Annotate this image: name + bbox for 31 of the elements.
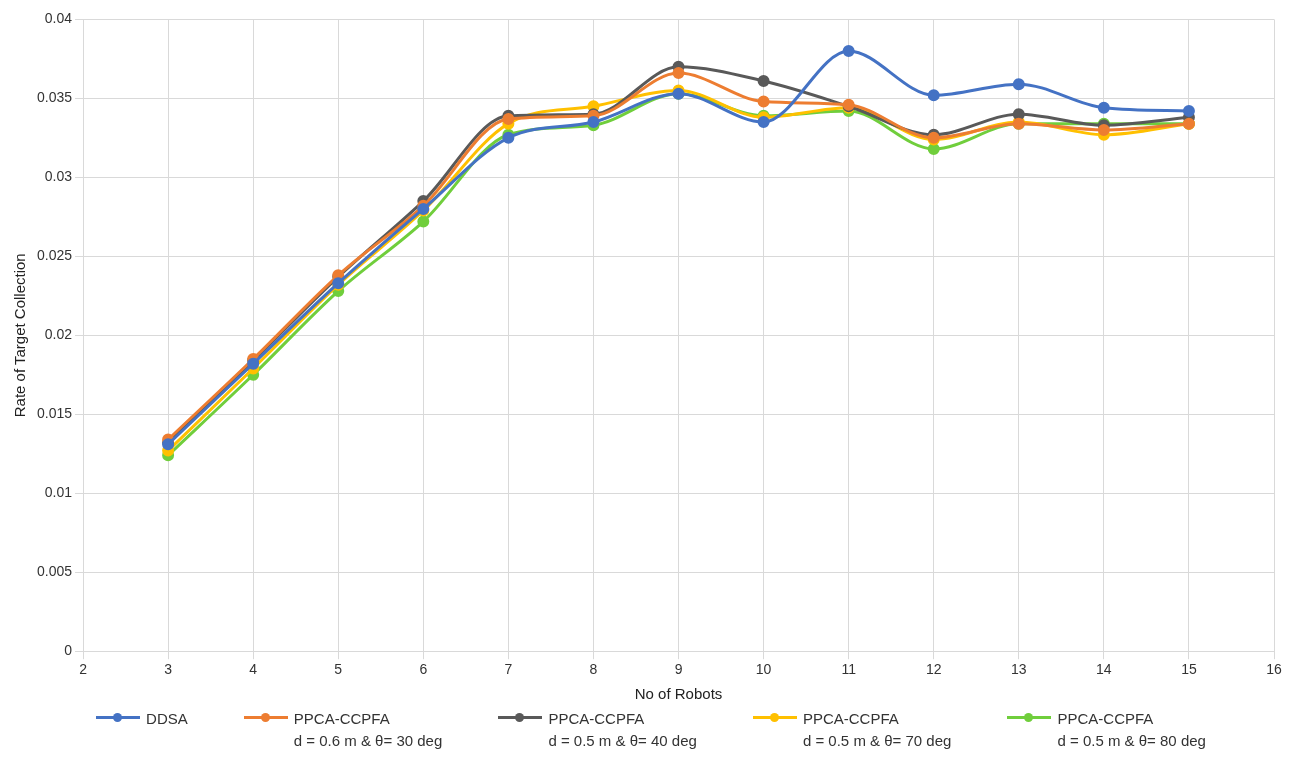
x-tick-label: 12 — [925, 661, 942, 678]
legend-label: DDSA — [146, 709, 188, 729]
y-tick-label: 0.025 — [36, 247, 73, 264]
x-axis-title: No of Robots — [634, 685, 723, 703]
y-tick-label: 0 — [64, 642, 73, 659]
x-tick-label: 11 — [841, 661, 857, 678]
legend-label: PPCA-CCPFA d = 0.6 m & θ= 30 deg — [293, 709, 443, 751]
x-tick-label: 9 — [674, 661, 683, 678]
x-tick-label: 5 — [334, 661, 343, 678]
x-tick-label: 8 — [589, 661, 598, 678]
y-axis-title: Rate of Target Collection — [11, 253, 29, 418]
x-tick-label: 4 — [249, 661, 258, 678]
y-tick-label: 0.005 — [36, 563, 73, 580]
legend-label: PPCA-CCPFA d = 0.5 m & θ= 40 deg — [548, 709, 697, 751]
x-tick-label: 2 — [79, 661, 88, 678]
x-tick-label: 10 — [755, 661, 772, 678]
legend-label: PPCA-CCPFA d = 0.5 m & θ= 70 deg — [802, 709, 952, 751]
x-tick-label: 7 — [504, 661, 513, 678]
x-tick-label: 6 — [419, 661, 428, 678]
y-tick-label: 0.035 — [36, 89, 73, 106]
x-tick-label: 13 — [1011, 661, 1027, 678]
y-tick-label: 0.02 — [44, 326, 73, 343]
y-tick-label: 0.03 — [44, 168, 73, 185]
x-tick-label: 14 — [1096, 661, 1112, 678]
x-tick-label: 16 — [1266, 661, 1282, 678]
y-tick-label: 0.04 — [44, 10, 73, 27]
x-tick-label: 3 — [164, 661, 173, 678]
legend-label: PPCA-CCPFA d = 0.5 m & θ= 80 deg — [1057, 709, 1206, 751]
y-tick-label: 0.015 — [36, 405, 73, 422]
x-tick-label: 15 — [1181, 661, 1197, 678]
y-tick-label: 0.01 — [44, 484, 73, 501]
